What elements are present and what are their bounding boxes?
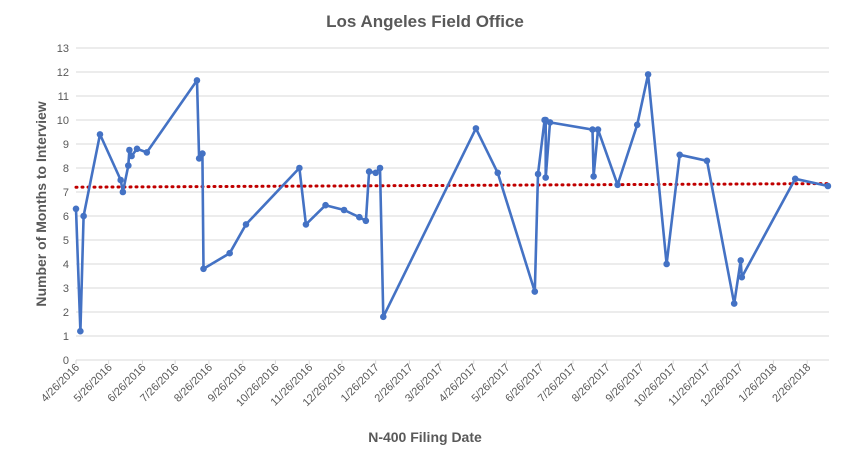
data-point [376,164,384,172]
y-tick-label: 7 [63,187,69,199]
data-point [199,150,206,157]
y-tick-label: 8 [63,163,69,175]
data-point [824,182,832,190]
data-point [546,119,554,126]
y-tick-label: 3 [63,283,69,295]
data-point [494,169,502,177]
x-axis-title: N-400 Filing Date [368,429,482,445]
data-point [380,313,387,321]
data-point [738,273,746,281]
data-point [472,125,480,132]
data-point [200,265,207,273]
y-tick-label: 4 [63,259,69,271]
y-tick-label: 11 [58,91,69,103]
data-point [633,121,641,129]
y-tick-label: 1 [63,331,69,343]
data-point [356,213,363,221]
data-point [703,157,711,165]
data-point [663,260,670,268]
data-point [372,169,379,177]
data-point [644,71,652,78]
data-point [730,300,738,307]
data-point [193,77,201,84]
data-point [242,221,250,228]
data-point [614,181,621,189]
data-point [589,126,596,133]
chart-title: Los Angeles Field Office [326,12,524,31]
y-tick-label: 6 [63,211,69,223]
data-point [133,145,141,153]
data-point [126,146,133,154]
y-tick-label: 12 [57,67,69,79]
data-point [791,175,799,183]
y-tick-label: 5 [63,235,69,247]
series-group [72,71,832,335]
data-point [737,257,745,264]
y-tick-label: 13 [57,43,69,55]
data-point [296,164,303,172]
y-tick-label: 2 [63,307,69,319]
y-tick-label: 10 [57,115,69,127]
data-point [80,212,87,220]
data-point [322,201,329,209]
data-point [128,152,135,160]
y-tick-label: 0 [63,355,69,367]
data-point [542,174,549,181]
data-point [96,131,104,138]
data-point [531,288,539,295]
data-point [340,206,348,214]
data-point [77,327,84,335]
data-point [676,151,684,159]
data-point [362,217,370,225]
data-point [195,155,203,162]
data-point [119,188,127,196]
data-point [143,149,151,156]
data-point [125,162,132,169]
y-axis-title: Number of Months to Interview [33,101,49,306]
data-point [594,126,602,133]
y-tick-label: 9 [63,139,69,151]
data-point [365,168,373,175]
data-point [226,249,233,257]
data-point [590,173,597,180]
data-point [302,221,310,228]
data-point [117,176,124,184]
data-point [534,170,542,178]
data-point [72,205,80,213]
